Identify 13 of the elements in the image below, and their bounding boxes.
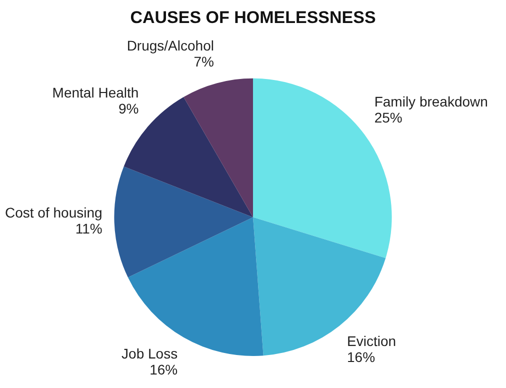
data-label: 25% [374, 110, 402, 126]
slice-label: Cost of housing [5, 204, 102, 221]
slice-label: Drugs/Alcohol [126, 37, 214, 54]
data-label: 16% [150, 362, 178, 378]
chart-title: CAUSES OF HOMELESSNESS [130, 8, 376, 27]
slice-label: Mental Health [52, 84, 139, 101]
data-label: 16% [347, 348, 376, 365]
data-label: 11% [75, 220, 102, 237]
data-label: 9% [118, 100, 139, 117]
slice-label: Family breakdown [374, 94, 488, 110]
slice-label: Job Loss [122, 346, 178, 362]
data-label: 7% [194, 53, 214, 70]
slice-label: Eviction [347, 332, 396, 349]
